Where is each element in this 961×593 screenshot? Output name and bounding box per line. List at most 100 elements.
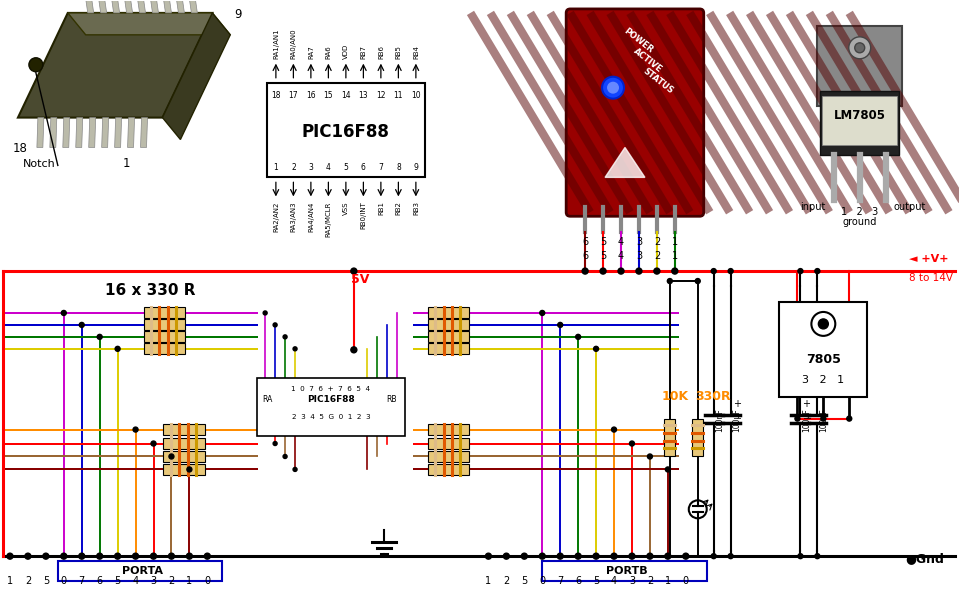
Text: 5: 5 [343,164,348,173]
Circle shape [854,43,864,53]
Circle shape [503,553,508,559]
Bar [428,424,469,435]
Text: input: input [799,202,825,212]
Circle shape [581,268,587,274]
Text: ground: ground [842,217,876,227]
Text: +: + [801,398,809,409]
Bar [143,331,185,342]
Circle shape [617,268,624,274]
Circle shape [169,454,174,459]
Text: 2: 2 [653,237,659,247]
Text: 10K: 10K [661,390,688,403]
Text: 100nF: 100nF [715,409,724,432]
Text: 0: 0 [682,576,688,586]
Circle shape [79,323,85,327]
Circle shape [151,441,156,446]
Text: 6: 6 [581,237,587,247]
Text: 4: 4 [617,251,624,261]
Text: 17: 17 [288,91,298,100]
Text: 6: 6 [581,251,587,261]
Text: ACTIVE: ACTIVE [631,47,663,75]
Circle shape [818,319,827,329]
Circle shape [710,269,715,273]
Circle shape [557,323,562,327]
Circle shape [628,441,634,446]
Text: 3: 3 [308,164,313,173]
Text: 2: 2 [646,576,653,586]
Text: 1: 1 [485,576,491,586]
Circle shape [682,553,688,559]
Text: RB2: RB2 [395,201,401,215]
Bar [428,307,469,318]
Circle shape [351,268,357,274]
Text: 2  3  4  5  G  0  1  2  3: 2 3 4 5 G 0 1 2 3 [291,414,370,420]
Text: RA7: RA7 [308,45,313,59]
Text: 3: 3 [635,251,641,261]
Text: 5: 5 [600,251,605,261]
Circle shape [611,427,616,432]
Bar [428,451,469,462]
Circle shape [667,279,672,283]
Text: 100nF: 100nF [819,409,827,432]
Bar [822,95,897,145]
Polygon shape [110,0,119,13]
Text: PORTA: PORTA [122,566,162,576]
Bar [817,26,901,106]
Bar [778,302,866,397]
Bar [143,320,185,330]
Text: 1: 1 [7,576,13,586]
Text: output: output [893,202,925,212]
Text: 1  0  7  6  +  7  6  5  4: 1 0 7 6 + 7 6 5 4 [291,385,370,392]
Text: 6: 6 [96,576,103,586]
Text: STATUS: STATUS [640,66,674,95]
Polygon shape [88,117,95,148]
Text: 5: 5 [600,237,605,247]
Polygon shape [97,0,107,13]
Text: PORTB: PORTB [605,566,647,576]
Text: RA0/AN0: RA0/AN0 [290,28,296,59]
Text: 16: 16 [306,91,315,100]
Polygon shape [62,117,70,148]
FancyBboxPatch shape [566,9,703,216]
Text: 7: 7 [378,164,382,173]
Circle shape [7,553,12,559]
Circle shape [610,553,616,559]
Circle shape [797,269,802,273]
Bar [664,419,675,457]
Text: 2: 2 [291,164,295,173]
Text: 6: 6 [575,576,580,586]
Circle shape [539,553,545,559]
Text: 4: 4 [133,576,138,586]
Text: 10: 10 [410,91,420,100]
Polygon shape [161,0,171,13]
Text: 100μF: 100μF [801,409,810,432]
Bar [428,464,469,475]
Polygon shape [18,13,212,117]
Polygon shape [174,0,185,13]
Bar [692,419,702,457]
Circle shape [485,553,491,559]
Bar [257,378,405,435]
Circle shape [820,416,825,421]
Circle shape [283,454,286,458]
Bar [428,438,469,449]
Circle shape [575,334,580,339]
Bar [542,561,706,581]
Text: 100μF: 100μF [732,409,741,432]
Text: 6: 6 [360,164,365,173]
Text: PIC16F88: PIC16F88 [302,123,389,141]
Bar [267,82,424,177]
Circle shape [665,467,670,472]
Polygon shape [84,0,93,13]
Bar [428,320,469,330]
Text: RA4/AN4: RA4/AN4 [308,201,313,232]
Circle shape [575,553,580,559]
Circle shape [848,37,870,59]
Text: RA1/AN1: RA1/AN1 [273,28,279,59]
Bar [58,561,222,581]
Text: 11: 11 [393,91,403,100]
Circle shape [797,554,802,559]
Circle shape [539,311,544,315]
Circle shape [646,553,653,559]
Text: 7805: 7805 [805,353,840,366]
